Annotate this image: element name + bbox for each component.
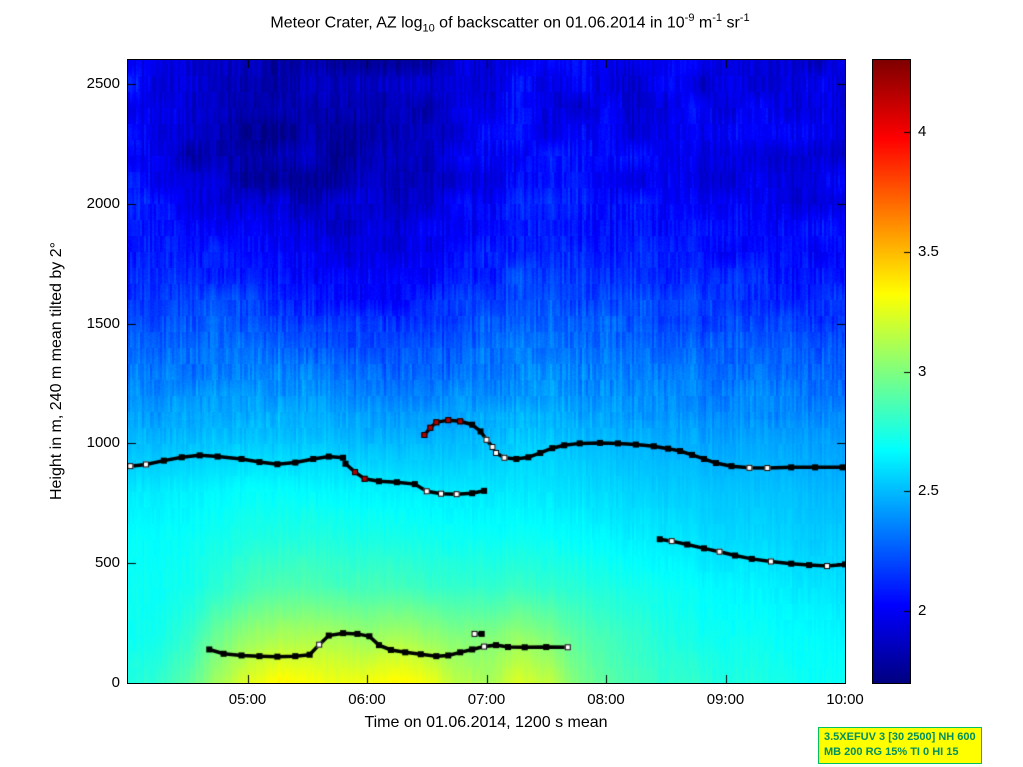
colorbar-canvas	[872, 59, 911, 684]
colorbar-tick-label: 3.5	[918, 242, 939, 260]
x-tick-label: 05:00	[228, 691, 267, 708]
x-tick-label: 07:00	[467, 691, 506, 708]
title-text: of backscatter on 01.06.2014 in 10	[434, 14, 685, 32]
x-tick-label: 10:00	[826, 691, 864, 708]
y-tick-label: 0	[111, 674, 120, 691]
y-tick-label: 1000	[86, 434, 120, 452]
annotation-line-2: MB 200 RG 15% TI 0 HI 15	[824, 746, 959, 759]
y-tick-label: 1500	[86, 314, 120, 332]
colorbar-tick-label: 3	[918, 362, 927, 380]
colorbar-tick-label: 2.5	[918, 482, 939, 500]
x-tick-label: 08:00	[587, 691, 625, 708]
title-subscript: 10	[422, 22, 435, 35]
annotation-line-1: 3.5XEFUV 3 [30 2500] NH 600	[824, 731, 976, 743]
y-tick-label: 2500	[86, 74, 120, 92]
x-tick-label: 09:00	[706, 691, 745, 708]
annotation-box: 3.5XEFUV 3 [30 2500] NH 600 MB 200 RG 15…	[818, 727, 982, 764]
colorbar-tick-label: 2	[918, 602, 927, 620]
heatmap-canvas	[127, 59, 846, 684]
x-tick-label: 06:00	[348, 691, 386, 708]
title-text: sr	[722, 14, 740, 32]
title-text: Meteor Crater, AZ log	[270, 14, 423, 32]
title-superscript: -9	[684, 12, 695, 24]
chart-title: Meteor Crater, AZ log10 of backscatter o…	[150, 12, 870, 35]
y-tick-label: 2000	[86, 194, 120, 212]
title-superscript: -1	[739, 12, 750, 24]
x-axis-label: Time on 01.06.2014, 1200 s mean	[364, 714, 608, 731]
colorbar-tick-label: 4	[918, 122, 927, 140]
title-superscript: -1	[712, 12, 723, 24]
title-text: m	[694, 14, 713, 32]
y-tick-label: 500	[94, 554, 120, 572]
y-axis-label: Height in m, 240 m mean tilted by 2°	[48, 241, 65, 501]
